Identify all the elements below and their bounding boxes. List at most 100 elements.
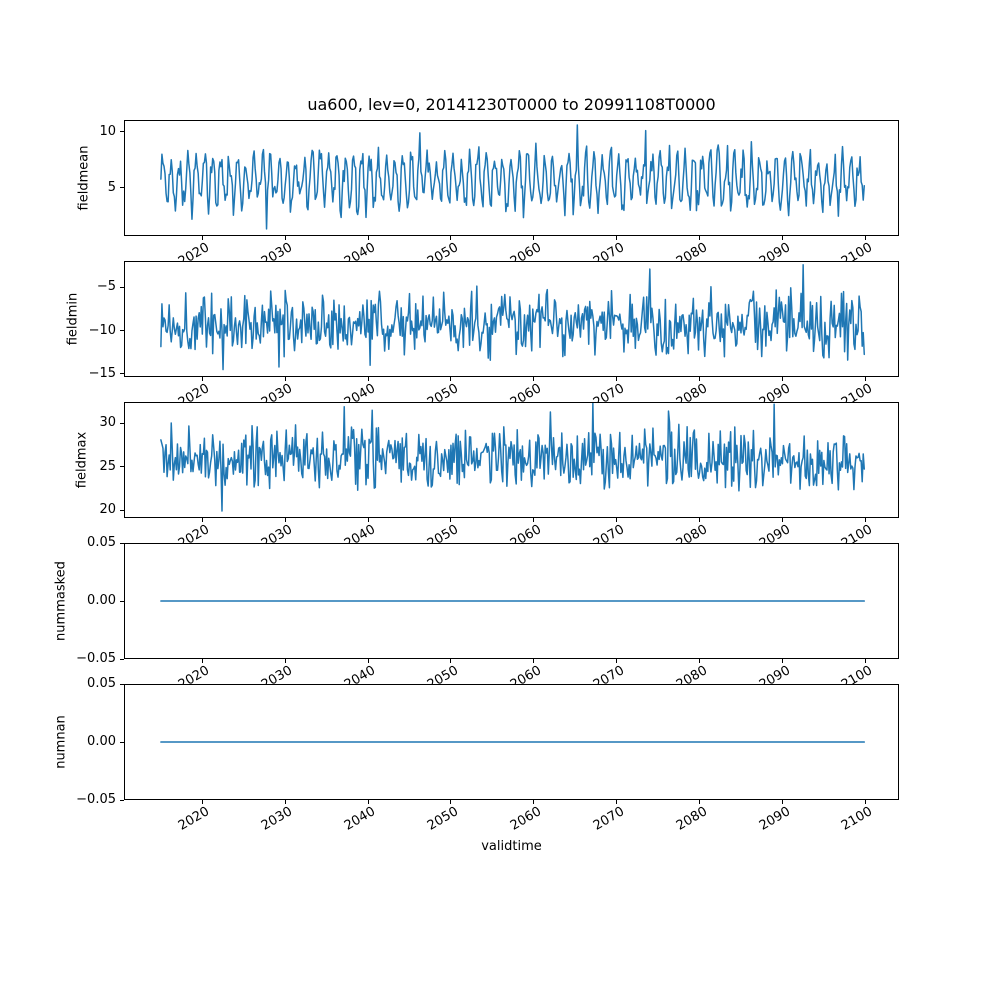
x-tick-label: 2040	[341, 804, 379, 834]
y-tick-mark	[120, 799, 124, 801]
x-tick-mark	[284, 518, 286, 522]
y-tick-label: −0.05	[76, 792, 116, 807]
y-tick-label: 0.00	[87, 593, 116, 608]
x-tick-mark	[367, 518, 369, 522]
x-tick-mark	[450, 518, 452, 522]
y-tick-label: 0.05	[87, 676, 116, 691]
x-tick-mark	[699, 236, 701, 240]
x-tick-mark	[284, 377, 286, 381]
x-tick-mark	[864, 236, 866, 240]
y-tick-mark	[120, 286, 124, 288]
x-tick-mark	[533, 377, 535, 381]
x-tick-label: 2060	[507, 804, 544, 834]
y-tick-label: 30	[99, 415, 116, 431]
x-tick-mark	[533, 518, 535, 522]
x-tick-label: 2050	[424, 804, 461, 834]
x-tick-mark	[616, 236, 618, 240]
y-tick-label: −10	[88, 322, 116, 338]
x-tick-mark	[284, 800, 286, 804]
y-tick-mark	[120, 330, 124, 332]
x-tick-label: 2070	[590, 804, 627, 834]
y-tick-mark	[120, 131, 124, 133]
x-tick-mark	[864, 518, 866, 522]
x-tick-mark	[782, 377, 784, 381]
x-tick-mark	[699, 377, 701, 381]
y-tick-mark	[120, 422, 124, 424]
y-tick-mark	[120, 373, 124, 375]
x-tick-mark	[782, 236, 784, 240]
x-tick-mark	[450, 236, 452, 240]
x-tick-mark	[699, 659, 701, 663]
x-tick-mark	[201, 236, 203, 240]
x-tick-mark	[782, 518, 784, 522]
x-tick-mark	[616, 659, 618, 663]
x-tick-mark	[450, 377, 452, 381]
x-tick-mark	[533, 800, 535, 804]
figure-title: ua600, lev=0, 20141230T0000 to 20991108T…	[307, 95, 716, 114]
x-tick-label: 2080	[673, 804, 710, 834]
x-axis-label: validtime	[481, 839, 542, 854]
subplot-nummasked: nummasked 0.05 0.00 −0.05 2020 2030 2040 2050 2…	[0, 535, 1000, 693]
x-tick-mark	[616, 377, 618, 381]
y-tick-label: −5	[96, 279, 116, 295]
subplot-fieldmean: fieldmean 10 5 2020 2030 2040 2050 2060 2070 208…	[0, 120, 1000, 270]
fieldmin-line-plot	[125, 262, 898, 376]
y-tick-mark	[120, 600, 124, 602]
x-tick-mark	[699, 518, 701, 522]
y-tick-mark	[120, 542, 124, 544]
subplot-fieldmin: fieldmin −5 −10 −15 2020 2030 2040 2050 2060 207…	[0, 261, 1000, 411]
y-tick-mark	[120, 683, 124, 685]
x-tick-mark	[533, 659, 535, 663]
x-tick-label: 2030	[259, 804, 296, 834]
x-tick-mark	[367, 236, 369, 240]
fieldmin-axes	[124, 261, 899, 377]
x-tick-mark	[782, 800, 784, 804]
x-tick-mark	[533, 236, 535, 240]
x-tick-mark	[367, 377, 369, 381]
y-tick-label: 25	[99, 458, 116, 474]
fieldmean-line-plot	[125, 121, 898, 235]
nummasked-line-plot	[125, 544, 898, 658]
x-tick-mark	[782, 659, 784, 663]
y-tick-mark	[120, 741, 124, 743]
x-tick-mark	[201, 377, 203, 381]
x-tick-mark	[201, 518, 203, 522]
y-tick-label: 20	[99, 502, 116, 518]
x-tick-mark	[367, 800, 369, 804]
numnan-axes	[124, 684, 899, 800]
fieldmax-axes	[124, 402, 899, 518]
y-tick-mark	[120, 187, 124, 189]
subplot-numnan: numnan 0.05 0.00 −0.05 2020 2030 2040 2050 2060…	[0, 676, 1000, 834]
x-tick-mark	[284, 236, 286, 240]
fieldmax-line-plot	[125, 403, 898, 517]
nummasked-axes	[124, 543, 899, 659]
subplot-fieldmax: fieldmax 30 25 20 2020 2030 2040 2050 2060 2070 2…	[0, 402, 1000, 552]
x-tick-mark	[201, 659, 203, 663]
numnan-line-plot	[125, 685, 898, 799]
y-tick-mark	[120, 466, 124, 468]
x-tick-label: 2100	[839, 804, 876, 834]
y-tick-label: −0.05	[76, 651, 116, 666]
x-tick-mark	[616, 518, 618, 522]
x-tick-mark	[284, 659, 286, 663]
x-tick-label: 2020	[176, 804, 213, 834]
fieldmean-axes	[124, 120, 899, 236]
x-tick-mark	[699, 800, 701, 804]
x-tick-mark	[864, 659, 866, 663]
y-tick-label: 0.05	[87, 535, 116, 550]
x-tick-mark	[864, 377, 866, 381]
x-tick-label: 2090	[756, 804, 793, 834]
y-tick-mark	[120, 658, 124, 660]
x-tick-mark	[201, 800, 203, 804]
y-tick-label: 10	[99, 123, 116, 139]
x-tick-mark	[616, 800, 618, 804]
x-tick-mark	[367, 659, 369, 663]
y-tick-label: 5	[107, 179, 116, 195]
y-tick-label: 0.00	[87, 734, 116, 749]
x-tick-mark	[450, 800, 452, 804]
y-tick-label: −15	[88, 365, 116, 381]
y-tick-mark	[120, 509, 124, 511]
x-tick-mark	[864, 800, 866, 804]
fieldmean-axis-label: fieldmean	[76, 145, 92, 211]
